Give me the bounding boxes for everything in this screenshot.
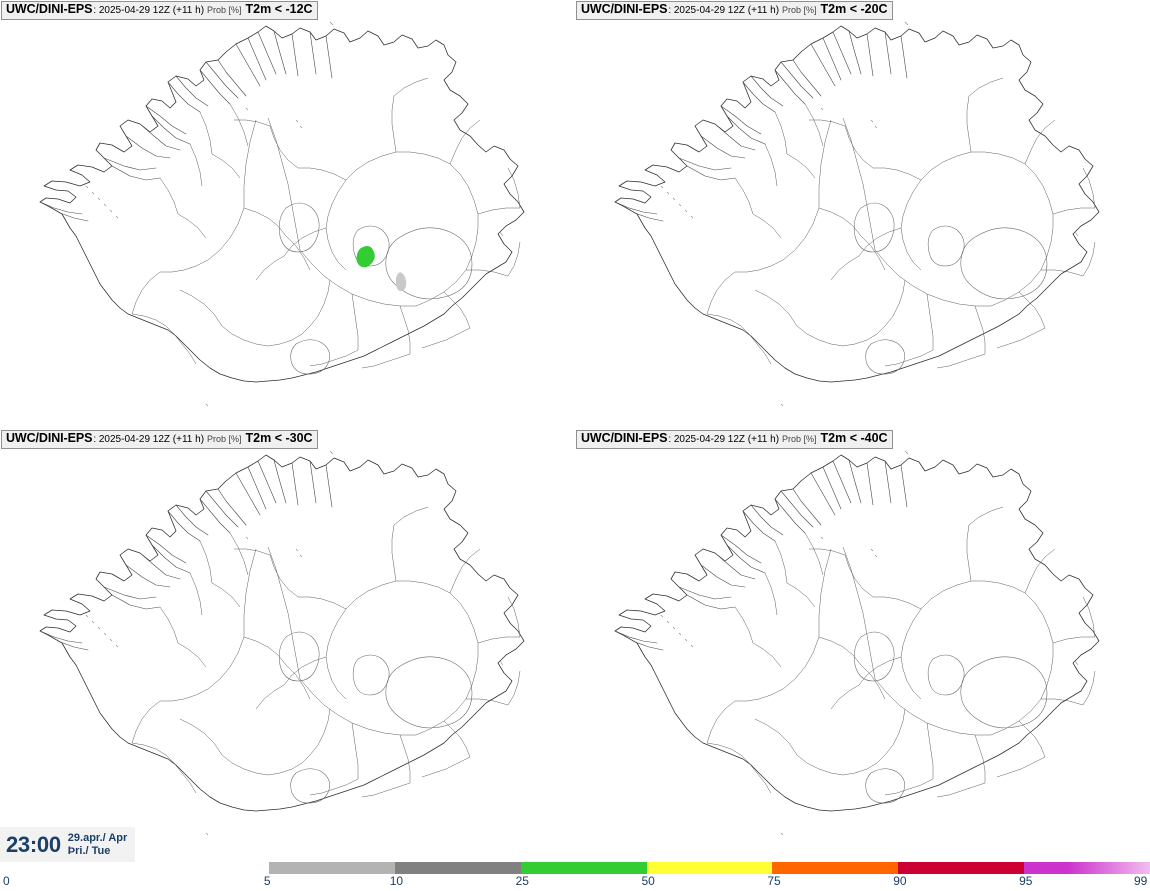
bottom-bar: 23:00 29.apr./ Apr Þri./ Tue 0 5 10 25 50 75 9…	[0, 827, 1150, 891]
prob-patch-lightgray	[395, 272, 407, 292]
panel-grid: UWC/DINI-EPS : 2025-04-29 12Z (+11 h) Pr…	[0, 0, 1150, 858]
panel-variable-label: T2m < -40C	[820, 431, 888, 445]
panel-title-t2m-lt-12c: UWC/DINI-EPS : 2025-04-29 12Z (+11 h) Pr…	[1, 1, 318, 20]
colorbar-tick-25: 25	[515, 874, 529, 888]
panel-run-label: : 2025-04-29 12Z (+11 h)	[668, 434, 780, 445]
colorbar-segment-crimson	[898, 862, 1025, 874]
map-panel-t2m-lt-12c[interactable]: UWC/DINI-EPS : 2025-04-29 12Z (+11 h) Pr…	[0, 0, 575, 429]
colorbar-segment-light-gray	[268, 862, 395, 874]
panel-prob-label: Prob [%]	[207, 434, 242, 444]
panel-title-t2m-lt-30c: UWC/DINI-EPS : 2025-04-29 12Z (+11 h) Pr…	[1, 430, 318, 449]
iceland-map	[614, 21, 1100, 407]
panel-run-label: : 2025-04-29 12Z (+11 h)	[668, 5, 780, 16]
panel-run-label: : 2025-04-29 12Z (+11 h)	[93, 5, 205, 16]
colorbar-tick-10: 10	[389, 874, 404, 888]
colorbar-tick-0: 0	[3, 874, 10, 888]
panel-model-label: UWC/DINI-EPS	[581, 431, 668, 445]
colorbar-segment-green	[520, 862, 647, 874]
colorbar-segment-gray	[394, 862, 521, 874]
panel-model-label: UWC/DINI-EPS	[6, 431, 93, 445]
iceland-map	[614, 450, 1100, 836]
colorbar-tick-75: 75	[767, 874, 781, 888]
map-panel-t2m-lt-40c[interactable]: UWC/DINI-EPS : 2025-04-29 12Z (+11 h) Pr…	[575, 429, 1150, 858]
panel-variable-label: T2m < -30C	[245, 431, 313, 445]
colorbar-segment-orange	[772, 862, 899, 874]
panel-prob-label: Prob [%]	[782, 434, 817, 444]
valid-time-box: 23:00 29.apr./ Apr Þri./ Tue	[0, 827, 135, 862]
panel-model-label: UWC/DINI-EPS	[581, 2, 668, 16]
panel-prob-label: Prob [%]	[782, 5, 817, 15]
colorbar-tick-99: 99	[1134, 874, 1148, 888]
panel-title-t2m-lt-40c: UWC/DINI-EPS : 2025-04-29 12Z (+11 h) Pr…	[576, 430, 893, 449]
valid-time-clock: 23:00	[6, 831, 61, 857]
iceland-map	[39, 450, 525, 836]
map-panel-t2m-lt-30c[interactable]: UWC/DINI-EPS : 2025-04-29 12Z (+11 h) Pr…	[0, 429, 575, 858]
colorbar-segment-yellow	[646, 862, 773, 874]
panel-variable-label: T2m < -20C	[820, 2, 888, 16]
prob-patch-green	[356, 246, 375, 268]
colorbar-segment-magenta-fade	[1024, 862, 1150, 874]
panel-variable-label: T2m < -12C	[245, 2, 313, 16]
panel-run-label: : 2025-04-29 12Z (+11 h)	[93, 434, 205, 445]
colorbar-tick-95: 95	[1019, 874, 1033, 888]
iceland-map	[39, 21, 525, 407]
panel-title-t2m-lt-20c: UWC/DINI-EPS : 2025-04-29 12Z (+11 h) Pr…	[576, 1, 893, 20]
valid-time-weekday: Þri./ Tue	[67, 844, 111, 857]
colorbar[interactable]: 0 5 10 25 50 75 90 95 99	[0, 858, 1150, 891]
panel-prob-label: Prob [%]	[207, 5, 242, 15]
valid-time-date: 29.apr./ Apr	[67, 832, 128, 845]
valid-time-dates: 29.apr./ Apr Þri./ Tue	[68, 832, 128, 857]
colorbar-gradient[interactable]	[143, 862, 1150, 874]
colorbar-tick-50: 50	[641, 874, 655, 888]
colorbar-tick-5: 5	[263, 874, 271, 888]
panel-model-label: UWC/DINI-EPS	[6, 2, 93, 16]
map-panel-t2m-lt-20c[interactable]: UWC/DINI-EPS : 2025-04-29 12Z (+11 h) Pr…	[575, 0, 1150, 429]
colorbar-tick-90: 90	[893, 874, 907, 888]
